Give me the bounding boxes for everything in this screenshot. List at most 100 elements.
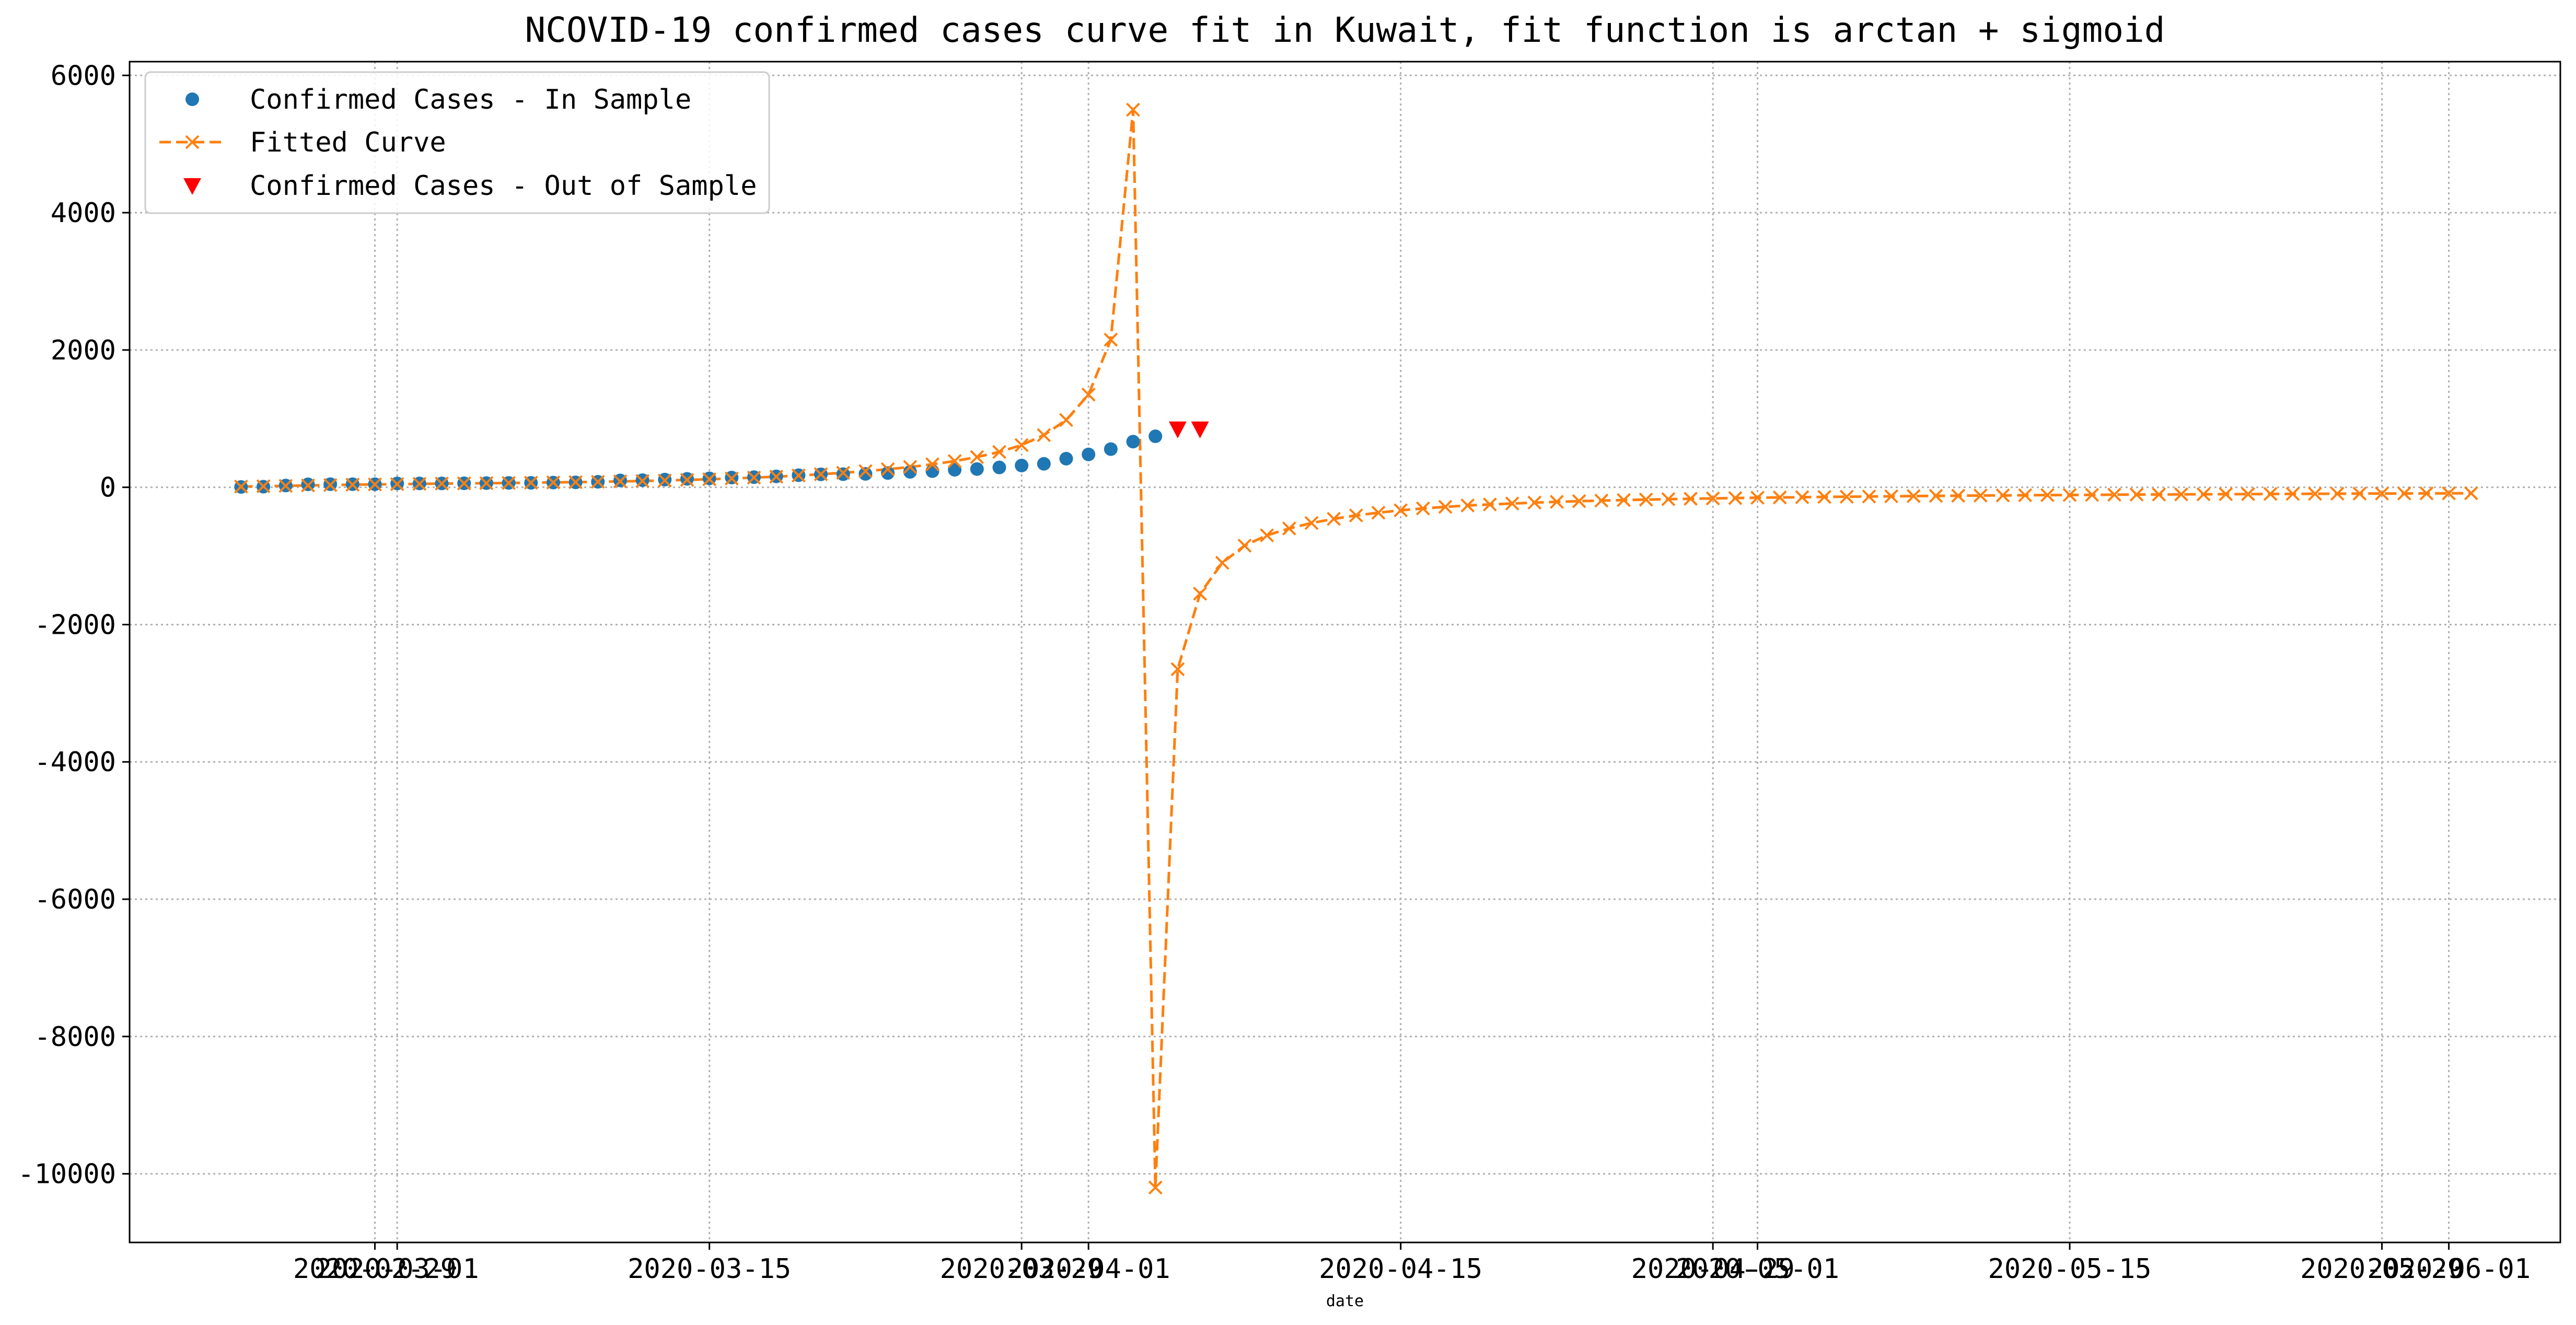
fitted-point (1237, 538, 1252, 553)
fitted-point (368, 477, 382, 492)
out-of-sample-point (1191, 421, 1209, 439)
fitted-point (502, 475, 516, 490)
fitted-point (390, 477, 404, 492)
fitted-point (1929, 489, 1943, 503)
fitted-point (1415, 501, 1430, 516)
in-sample-point (1104, 442, 1118, 456)
fitted-point (2174, 487, 2188, 502)
fitted-point (657, 473, 672, 488)
fitted-point (1215, 555, 1229, 570)
legend-marker-fitted (185, 135, 200, 149)
x-tick-label: 2020-06-01 (2367, 1253, 2531, 1285)
fitted-point (479, 476, 494, 491)
fitted-point (2330, 486, 2345, 501)
fitted-point (2352, 486, 2367, 501)
fitted-point (791, 468, 806, 483)
grid (130, 62, 2560, 1242)
fitted-point (435, 476, 449, 491)
y-tick-label: -6000 (34, 884, 116, 915)
fitted-point (1572, 494, 1586, 508)
fitted-point (2241, 487, 2255, 502)
x-tick-label: 2020-03-15 (628, 1253, 791, 1285)
fitted-point (1973, 489, 1988, 503)
fitted-point (568, 475, 583, 490)
x-tick-label: 2020-04-01 (1007, 1253, 1170, 1285)
legend-label: Confirmed Cases - In Sample (250, 84, 691, 115)
x-tick-label: 2020-03-01 (316, 1253, 479, 1285)
fitted-point (1304, 516, 1319, 530)
fitted-point (1059, 413, 1073, 427)
fitted-point (1795, 490, 1809, 504)
in-sample-point (1059, 451, 1073, 466)
y-tick-label: -2000 (34, 609, 116, 641)
fitted-point (2129, 487, 2144, 502)
fitted-point (1104, 332, 1118, 347)
fitted-point (1772, 490, 1787, 505)
fitted-point (1684, 492, 1698, 506)
fitted-point (1728, 491, 1743, 505)
legend-marker-out-of-sample (183, 178, 201, 195)
fitted-point (1394, 503, 1408, 518)
fitted-curve-line (241, 109, 2471, 1188)
fitted-point (1906, 489, 1921, 503)
x-tick-label: 2020-04-15 (1319, 1253, 1482, 1285)
fitted-point (2442, 486, 2456, 501)
fitted-point (1438, 499, 1453, 514)
fitted-point (2040, 488, 2055, 503)
x-tick-label: 2020-02-29 (293, 1253, 457, 1285)
in-sample-point (1126, 435, 1140, 449)
fitted-point (2375, 486, 2389, 501)
fitted-point (1126, 102, 1140, 117)
y-axis: -10000 -8000 -6000 -4000 -2000 0 2000 4000 6000 (18, 60, 130, 1190)
x-tick-label: 2020-05-29 (2300, 1253, 2464, 1285)
fitted-point (1282, 521, 1296, 536)
fitted-point (2018, 488, 2033, 503)
in-sample-point (1082, 447, 1096, 461)
fitted-point (970, 450, 984, 464)
fitted-point (1014, 438, 1029, 452)
fitted-point (1750, 491, 1765, 505)
fitted-point (724, 471, 739, 486)
in-sample-point (925, 464, 939, 478)
fitted-point (680, 473, 694, 487)
y-tick-label: 2000 (51, 335, 116, 366)
fitted-point (702, 472, 717, 486)
y-tick-label: -10000 (18, 1159, 116, 1190)
fitted-point (635, 474, 650, 488)
x-tick-label: 2020-04-29 (1631, 1253, 1795, 1285)
series-layer (234, 102, 2478, 1195)
fitted-point (1639, 492, 1653, 507)
fitted-point (814, 467, 828, 482)
fitted-point (2219, 487, 2233, 502)
fitted-point (1995, 488, 2010, 503)
fitted-point (925, 457, 939, 472)
legend-label: Fitted Curve (250, 127, 446, 158)
in-sample-point (970, 462, 984, 476)
fitted-point (613, 474, 628, 489)
fitted-point (1951, 489, 1966, 503)
legend-box (144, 71, 770, 214)
fitted-point (2196, 487, 2211, 502)
fitted-point (1527, 495, 1542, 510)
fitted-point (256, 479, 271, 494)
chart-title: NCOVID-19 confirmed cases curve fit in K… (525, 10, 2165, 50)
fitted-point (1594, 493, 1609, 508)
fitted-point (1884, 489, 1899, 504)
fitted-point (880, 462, 895, 476)
fitted-point (2464, 486, 2478, 501)
fitted-point (1170, 662, 1185, 677)
legend: Confirmed Cases - In Sample Fitted Curve C… (144, 71, 770, 214)
fitted-point (992, 445, 1006, 459)
fitted-point (1817, 490, 1832, 504)
fitted-point (1260, 528, 1274, 543)
fitted-point (1661, 492, 1676, 506)
x-tick-label: 2020-05-01 (1676, 1253, 1839, 1285)
fitted-point (1037, 428, 1051, 443)
in-sample-point (1037, 457, 1051, 471)
fitted-point (1193, 586, 1208, 601)
legend-marker-in-sample (185, 92, 199, 106)
y-tick-label: 0 (100, 472, 116, 504)
fitted-point (1839, 490, 1854, 504)
